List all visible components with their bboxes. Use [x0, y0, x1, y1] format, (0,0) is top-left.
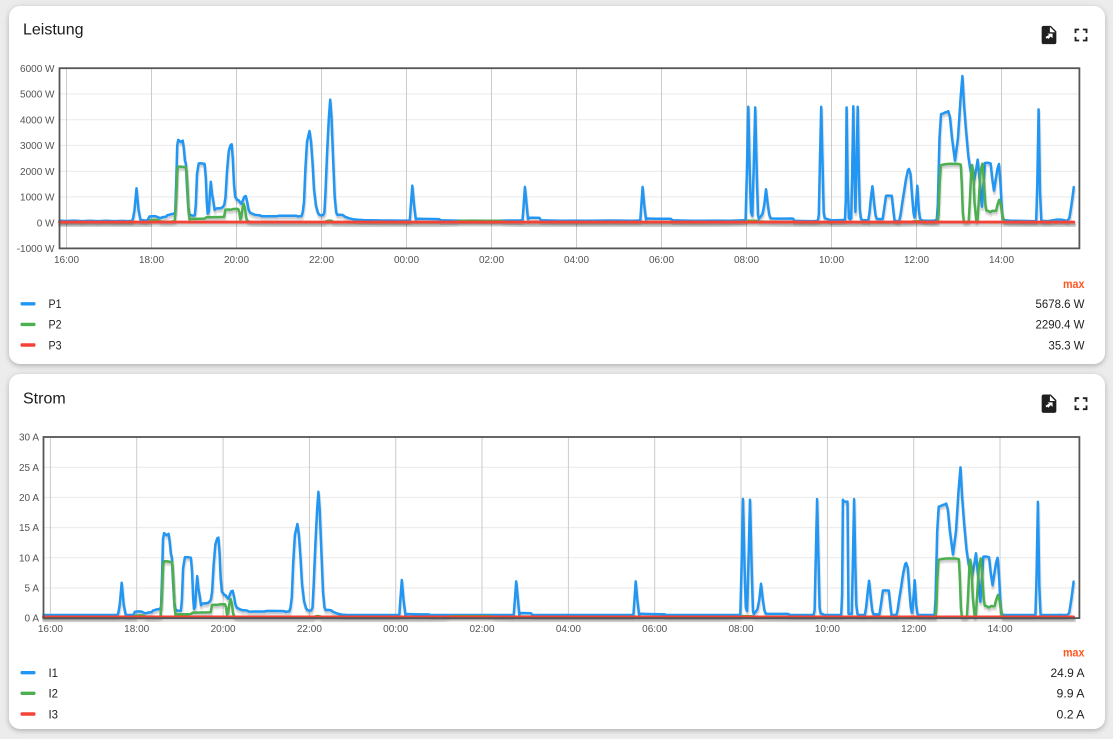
svg-text:5 A: 5 A: [25, 584, 40, 595]
svg-text:I1: I1: [49, 668, 59, 680]
svg-text:16:00: 16:00: [54, 255, 79, 266]
svg-text:35.3 W: 35.3 W: [1049, 340, 1085, 352]
svg-text:0 A: 0 A: [25, 614, 40, 625]
svg-text:20 A: 20 A: [19, 493, 39, 504]
svg-text:12:00: 12:00: [901, 624, 926, 635]
svg-text:04:00: 04:00: [564, 255, 589, 266]
svg-text:22:00: 22:00: [297, 624, 322, 635]
svg-text:6000 W: 6000 W: [20, 64, 55, 75]
svg-text:9.9 A: 9.9 A: [1057, 689, 1085, 701]
svg-text:00:00: 00:00: [394, 255, 419, 266]
svg-text:06:00: 06:00: [642, 624, 667, 635]
svg-text:0.2 A: 0.2 A: [1057, 709, 1085, 721]
svg-text:25 A: 25 A: [19, 463, 39, 474]
svg-text:02:00: 02:00: [479, 255, 504, 266]
svg-text:-1000 W: -1000 W: [17, 244, 55, 255]
svg-text:0 W: 0 W: [37, 218, 55, 229]
svg-text:04:00: 04:00: [556, 624, 581, 635]
svg-text:2290.4 W: 2290.4 W: [1036, 320, 1085, 332]
svg-text:I2: I2: [49, 689, 59, 701]
svg-text:12:00: 12:00: [904, 255, 929, 266]
svg-text:08:00: 08:00: [728, 624, 753, 635]
svg-text:P3: P3: [49, 340, 62, 352]
svg-text:20:00: 20:00: [211, 624, 236, 635]
svg-text:P2: P2: [49, 320, 62, 332]
svg-text:00:00: 00:00: [383, 624, 408, 635]
svg-text:14:00: 14:00: [987, 624, 1012, 635]
svg-text:10:00: 10:00: [819, 255, 844, 266]
svg-text:3000 W: 3000 W: [20, 141, 55, 152]
svg-text:2000 W: 2000 W: [20, 167, 55, 178]
svg-text:16:00: 16:00: [38, 624, 63, 635]
svg-text:I3: I3: [49, 709, 59, 721]
svg-text:P1: P1: [49, 299, 62, 311]
svg-text:10 A: 10 A: [19, 553, 39, 564]
svg-text:15 A: 15 A: [19, 523, 39, 534]
svg-text:1000 W: 1000 W: [20, 193, 55, 204]
svg-text:08:00: 08:00: [734, 255, 759, 266]
svg-text:18:00: 18:00: [124, 624, 149, 635]
svg-text:30 A: 30 A: [19, 433, 39, 444]
svg-text:18:00: 18:00: [139, 255, 164, 266]
svg-text:20:00: 20:00: [224, 255, 249, 266]
svg-text:24.9 A: 24.9 A: [1051, 668, 1085, 680]
svg-text:14:00: 14:00: [989, 255, 1014, 266]
svg-text:22:00: 22:00: [309, 255, 334, 266]
svg-text:Leistung: Leistung: [23, 22, 84, 39]
svg-text:10:00: 10:00: [815, 624, 840, 635]
svg-text:06:00: 06:00: [649, 255, 674, 266]
svg-text:max: max: [1063, 279, 1085, 291]
svg-text:5678.6 W: 5678.6 W: [1036, 299, 1085, 311]
svg-text:5000 W: 5000 W: [20, 90, 55, 101]
svg-text:max: max: [1063, 648, 1085, 660]
svg-text:02:00: 02:00: [469, 624, 494, 635]
svg-text:Strom: Strom: [23, 391, 66, 408]
svg-text:4000 W: 4000 W: [20, 115, 55, 126]
